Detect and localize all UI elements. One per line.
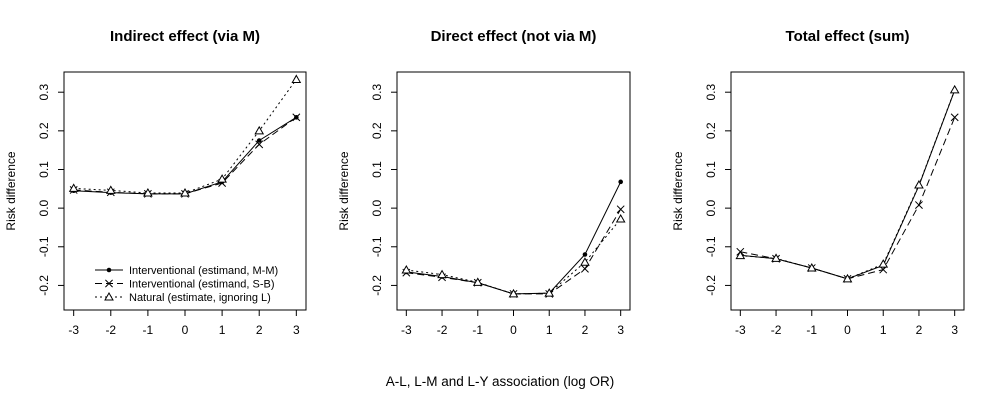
panel-1: Indirect effect (via M) -3 -2 -1 0 1 2 3 -0.2 -0.… xyxy=(4,28,307,337)
x-tick-label: 3 xyxy=(951,323,958,337)
data-point xyxy=(580,264,589,273)
x-tick-label: 1 xyxy=(219,323,226,337)
x-tick-label: 2 xyxy=(256,323,263,337)
x-tick-label: -3 xyxy=(401,323,412,337)
data-point xyxy=(544,288,555,297)
y-tick-label: 0.3 xyxy=(37,84,51,101)
legend-marker xyxy=(105,279,113,288)
y-tick-label: -0.1 xyxy=(370,236,384,257)
x-tick-label: -3 xyxy=(68,323,79,337)
y-tick-label: 0.2 xyxy=(370,122,384,139)
data-point xyxy=(771,253,781,262)
data-point xyxy=(914,179,924,189)
legend-marker xyxy=(104,291,114,301)
panel-2: Direct effect (not via M) -3 -2 -1 0 1 2 3 -0.2 -… xyxy=(337,28,631,337)
y-tick-label: -0.1 xyxy=(37,236,51,257)
y-tick-label: 0.0 xyxy=(704,199,718,216)
panel-3: Total effect (sum) -3 -2 -1 0 1 2 3 -0.2 -0.1 0.0 0… xyxy=(671,28,965,337)
y-tick-label: -0.2 xyxy=(370,275,384,296)
series-line xyxy=(73,79,297,194)
data-point xyxy=(255,140,264,149)
plot-frame xyxy=(396,71,631,311)
y-tick-label: -0.1 xyxy=(704,236,718,257)
data-point xyxy=(291,74,302,83)
x-tick-label: -3 xyxy=(735,323,746,337)
series-line xyxy=(73,116,297,195)
y-tick-label: 0.2 xyxy=(37,122,51,139)
data-point xyxy=(437,269,447,279)
y-tick-label: 0.1 xyxy=(37,161,51,178)
x-tick-label: -2 xyxy=(771,323,782,337)
x-tick-label: 0 xyxy=(510,323,517,337)
y-tick-label: 0.3 xyxy=(370,84,384,101)
data-point xyxy=(401,264,412,274)
x-tick-label: 1 xyxy=(880,323,887,337)
data-point xyxy=(143,188,153,197)
panel-title: Total effect (sum) xyxy=(786,28,910,45)
data-point xyxy=(256,138,262,143)
y-tick-label: 0.2 xyxy=(704,122,718,139)
data-point xyxy=(254,125,265,135)
series-line xyxy=(406,209,622,295)
legend-marker xyxy=(106,267,112,273)
x-tick-label: -1 xyxy=(143,323,154,337)
data-point xyxy=(508,288,519,298)
series-line xyxy=(406,218,622,295)
data-point xyxy=(217,174,227,183)
shared-x-axis-label: A-L, L-M and L-Y association (log OR) xyxy=(386,374,615,389)
y-tick-label: 0.0 xyxy=(370,199,384,216)
x-tick-label: 0 xyxy=(182,323,189,337)
legend-label: Natural (estimate, ignoring L) xyxy=(129,292,271,304)
data-point xyxy=(618,179,623,185)
legend-label: Interventional (estimand, S-B) xyxy=(129,279,275,291)
x-tick-label: 1 xyxy=(546,323,553,337)
data-point xyxy=(580,257,590,266)
data-point xyxy=(950,113,959,122)
data-point xyxy=(615,213,626,223)
y-tick-label: -0.2 xyxy=(704,275,718,296)
y-axis-label: Risk difference xyxy=(671,151,685,230)
series-line xyxy=(73,116,297,195)
data-point xyxy=(472,277,483,286)
series-line xyxy=(740,117,956,280)
data-point xyxy=(914,201,923,209)
series-line xyxy=(740,89,956,280)
data-point xyxy=(292,113,301,122)
panel-title: Direct effect (not via M) xyxy=(431,28,597,45)
y-tick-label: 0.1 xyxy=(370,161,384,178)
x-tick-label: 2 xyxy=(916,323,923,337)
data-point xyxy=(735,250,746,260)
y-axis-label: Risk difference xyxy=(337,151,351,230)
x-tick-label: -2 xyxy=(437,323,448,337)
legend-label: Interventional (estimand, M-M) xyxy=(129,265,278,277)
data-point xyxy=(616,205,625,214)
x-tick-label: 2 xyxy=(582,323,589,337)
x-tick-label: -1 xyxy=(472,323,483,337)
x-tick-label: -2 xyxy=(105,323,116,337)
data-point xyxy=(842,273,853,283)
data-point xyxy=(806,263,817,272)
x-tick-label: 3 xyxy=(617,323,624,337)
panel-title: Indirect effect (via M) xyxy=(110,28,260,45)
y-tick-label: 0.0 xyxy=(37,199,51,216)
data-point xyxy=(68,183,79,192)
y-tick-label: 0.3 xyxy=(704,84,718,101)
legend: Interventional (estimand, M-M) Interventi… xyxy=(95,265,278,304)
data-point xyxy=(582,252,588,257)
y-axis-label: Risk difference xyxy=(4,151,18,230)
data-point xyxy=(180,188,190,197)
x-tick-label: -1 xyxy=(806,323,817,337)
y-tick-label: -0.2 xyxy=(37,275,51,296)
x-tick-label: 0 xyxy=(844,323,851,337)
data-point xyxy=(105,185,116,194)
x-tick-label: 3 xyxy=(293,323,300,337)
data-point xyxy=(949,84,960,94)
data-point xyxy=(878,259,889,268)
series-line xyxy=(740,90,956,280)
y-tick-label: 0.1 xyxy=(704,161,718,178)
